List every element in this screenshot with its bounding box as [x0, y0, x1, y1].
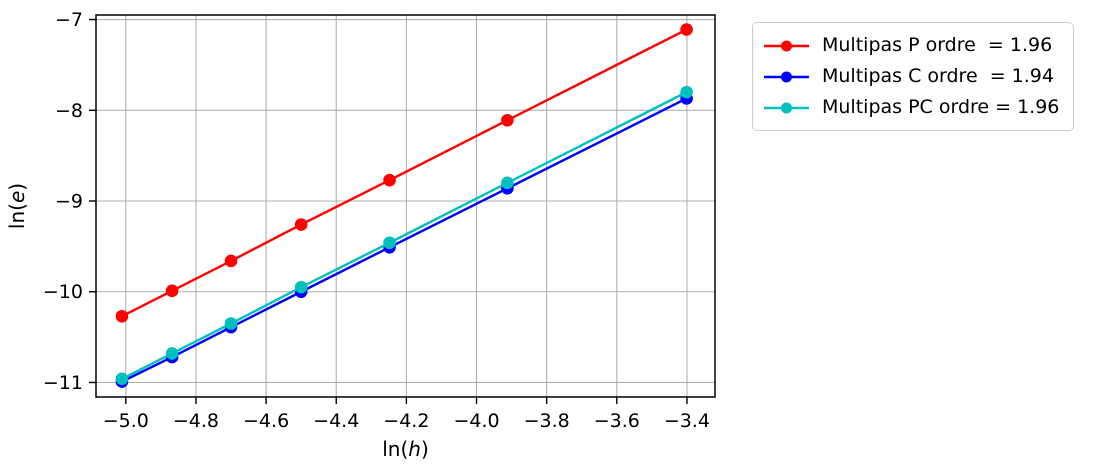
data-point-p [224, 254, 238, 268]
data-point-pc [383, 236, 396, 250]
data-point-pc [165, 347, 179, 360]
data-point-pc [294, 280, 308, 294]
legend-line-marker-icon [764, 102, 809, 113]
series-line-c [120, 97, 688, 383]
x-tick-label: −3.8 [524, 410, 570, 432]
legend-label: Multipas PC ordre = 1.96 [822, 96, 1060, 118]
axes-frame [95, 14, 716, 398]
legend-label: Multipas C ordre = 1.94 [822, 65, 1054, 87]
x-tick-label: −4.8 [173, 410, 219, 432]
y-tick-label: −10 [43, 281, 83, 303]
x-tick-label: −3.6 [594, 410, 640, 432]
data-point-pc [680, 85, 693, 99]
y-tick-label: −11 [43, 372, 83, 394]
legend-entry-multipas-c: Multipas C ordre = 1.94 [763, 61, 1059, 92]
legend-entry-multipas-pc: Multipas PC ordre = 1.96 [763, 92, 1059, 123]
data-point-p [115, 309, 129, 323]
y-axis-label: ln(e) [5, 183, 29, 229]
y-tick-label: −8 [55, 100, 83, 122]
data-point-pc [224, 317, 238, 330]
x-tick-label: −4.0 [453, 410, 499, 432]
y-tick-label: −7 [55, 9, 83, 31]
data-point-p [294, 218, 308, 231]
y-tick-label: −9 [55, 191, 83, 213]
data-point-pc [501, 176, 514, 190]
x-axis-label: ln(h) [382, 437, 429, 461]
data-point-pc [115, 372, 129, 386]
x-tick-label: −4.4 [313, 410, 359, 432]
x-tick-label: −4.6 [243, 410, 289, 432]
x-tick-label: −4.2 [383, 410, 429, 432]
data-point-p [501, 113, 514, 127]
legend-marker-dot [781, 40, 792, 51]
x-tick-label: −3.4 [664, 410, 710, 432]
legend-marker-dot [781, 71, 792, 82]
legend-entry-multipas-p: Multipas P ordre = 1.96 [763, 30, 1059, 61]
legend-marker-dot [781, 102, 792, 113]
series-line-pc [120, 90, 688, 381]
legend-label: Multipas P ordre = 1.96 [822, 34, 1053, 56]
data-point-p [680, 23, 693, 36]
data-point-p [165, 284, 179, 298]
legend: Multipas P ordre = 1.96 Multipas C ordre… [752, 22, 1075, 131]
x-tick-label: −5.0 [103, 410, 149, 432]
data-point-p [383, 173, 396, 187]
legend-line-marker-icon [764, 71, 809, 82]
series-line-p [120, 28, 688, 318]
legend-line-marker-icon [764, 40, 809, 51]
